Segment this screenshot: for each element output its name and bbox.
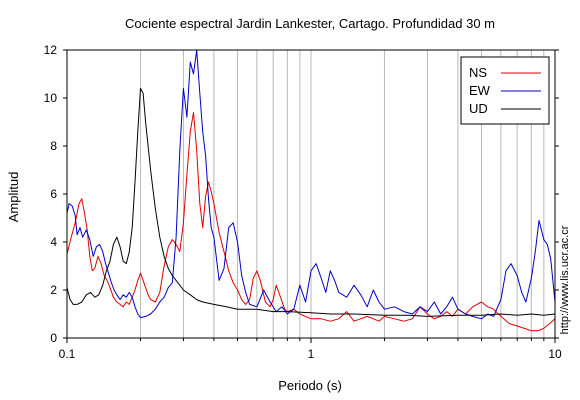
series-line-ew [66, 49, 556, 320]
series-line-ns [66, 111, 556, 332]
credit-url: http://www.lis.ucr.ac.cr [559, 225, 571, 334]
series-lines [66, 49, 556, 332]
y-axis-label: Amplitud [6, 172, 21, 223]
y-tick-label: 12 [44, 43, 58, 57]
y-tick-label: 10 [44, 91, 58, 105]
y-tick-label: 4 [50, 235, 57, 249]
series-line-ud [66, 87, 556, 317]
x-axis-label: Periodo (s) [278, 378, 342, 393]
x-tick-label: 10 [548, 347, 562, 361]
y-tick-label: 6 [50, 187, 57, 201]
legend-label-ew: EW [469, 83, 491, 98]
legend-label-ns: NS [469, 65, 487, 80]
legend: NS EW UD [460, 56, 550, 125]
x-tick-label: 1 [308, 347, 315, 361]
chart-title: Cociente espectral Jardin Lankester, Car… [125, 16, 495, 31]
y-tick-label: 0 [50, 331, 57, 345]
x-tick-label: 0.1 [59, 347, 76, 361]
axis-ticks: 0 2 4 6 8 10 12 0.1 1 10 [44, 43, 562, 361]
y-tick-label: 2 [50, 283, 57, 297]
y-tick-label: 8 [50, 139, 57, 153]
legend-label-ud: UD [469, 101, 488, 116]
